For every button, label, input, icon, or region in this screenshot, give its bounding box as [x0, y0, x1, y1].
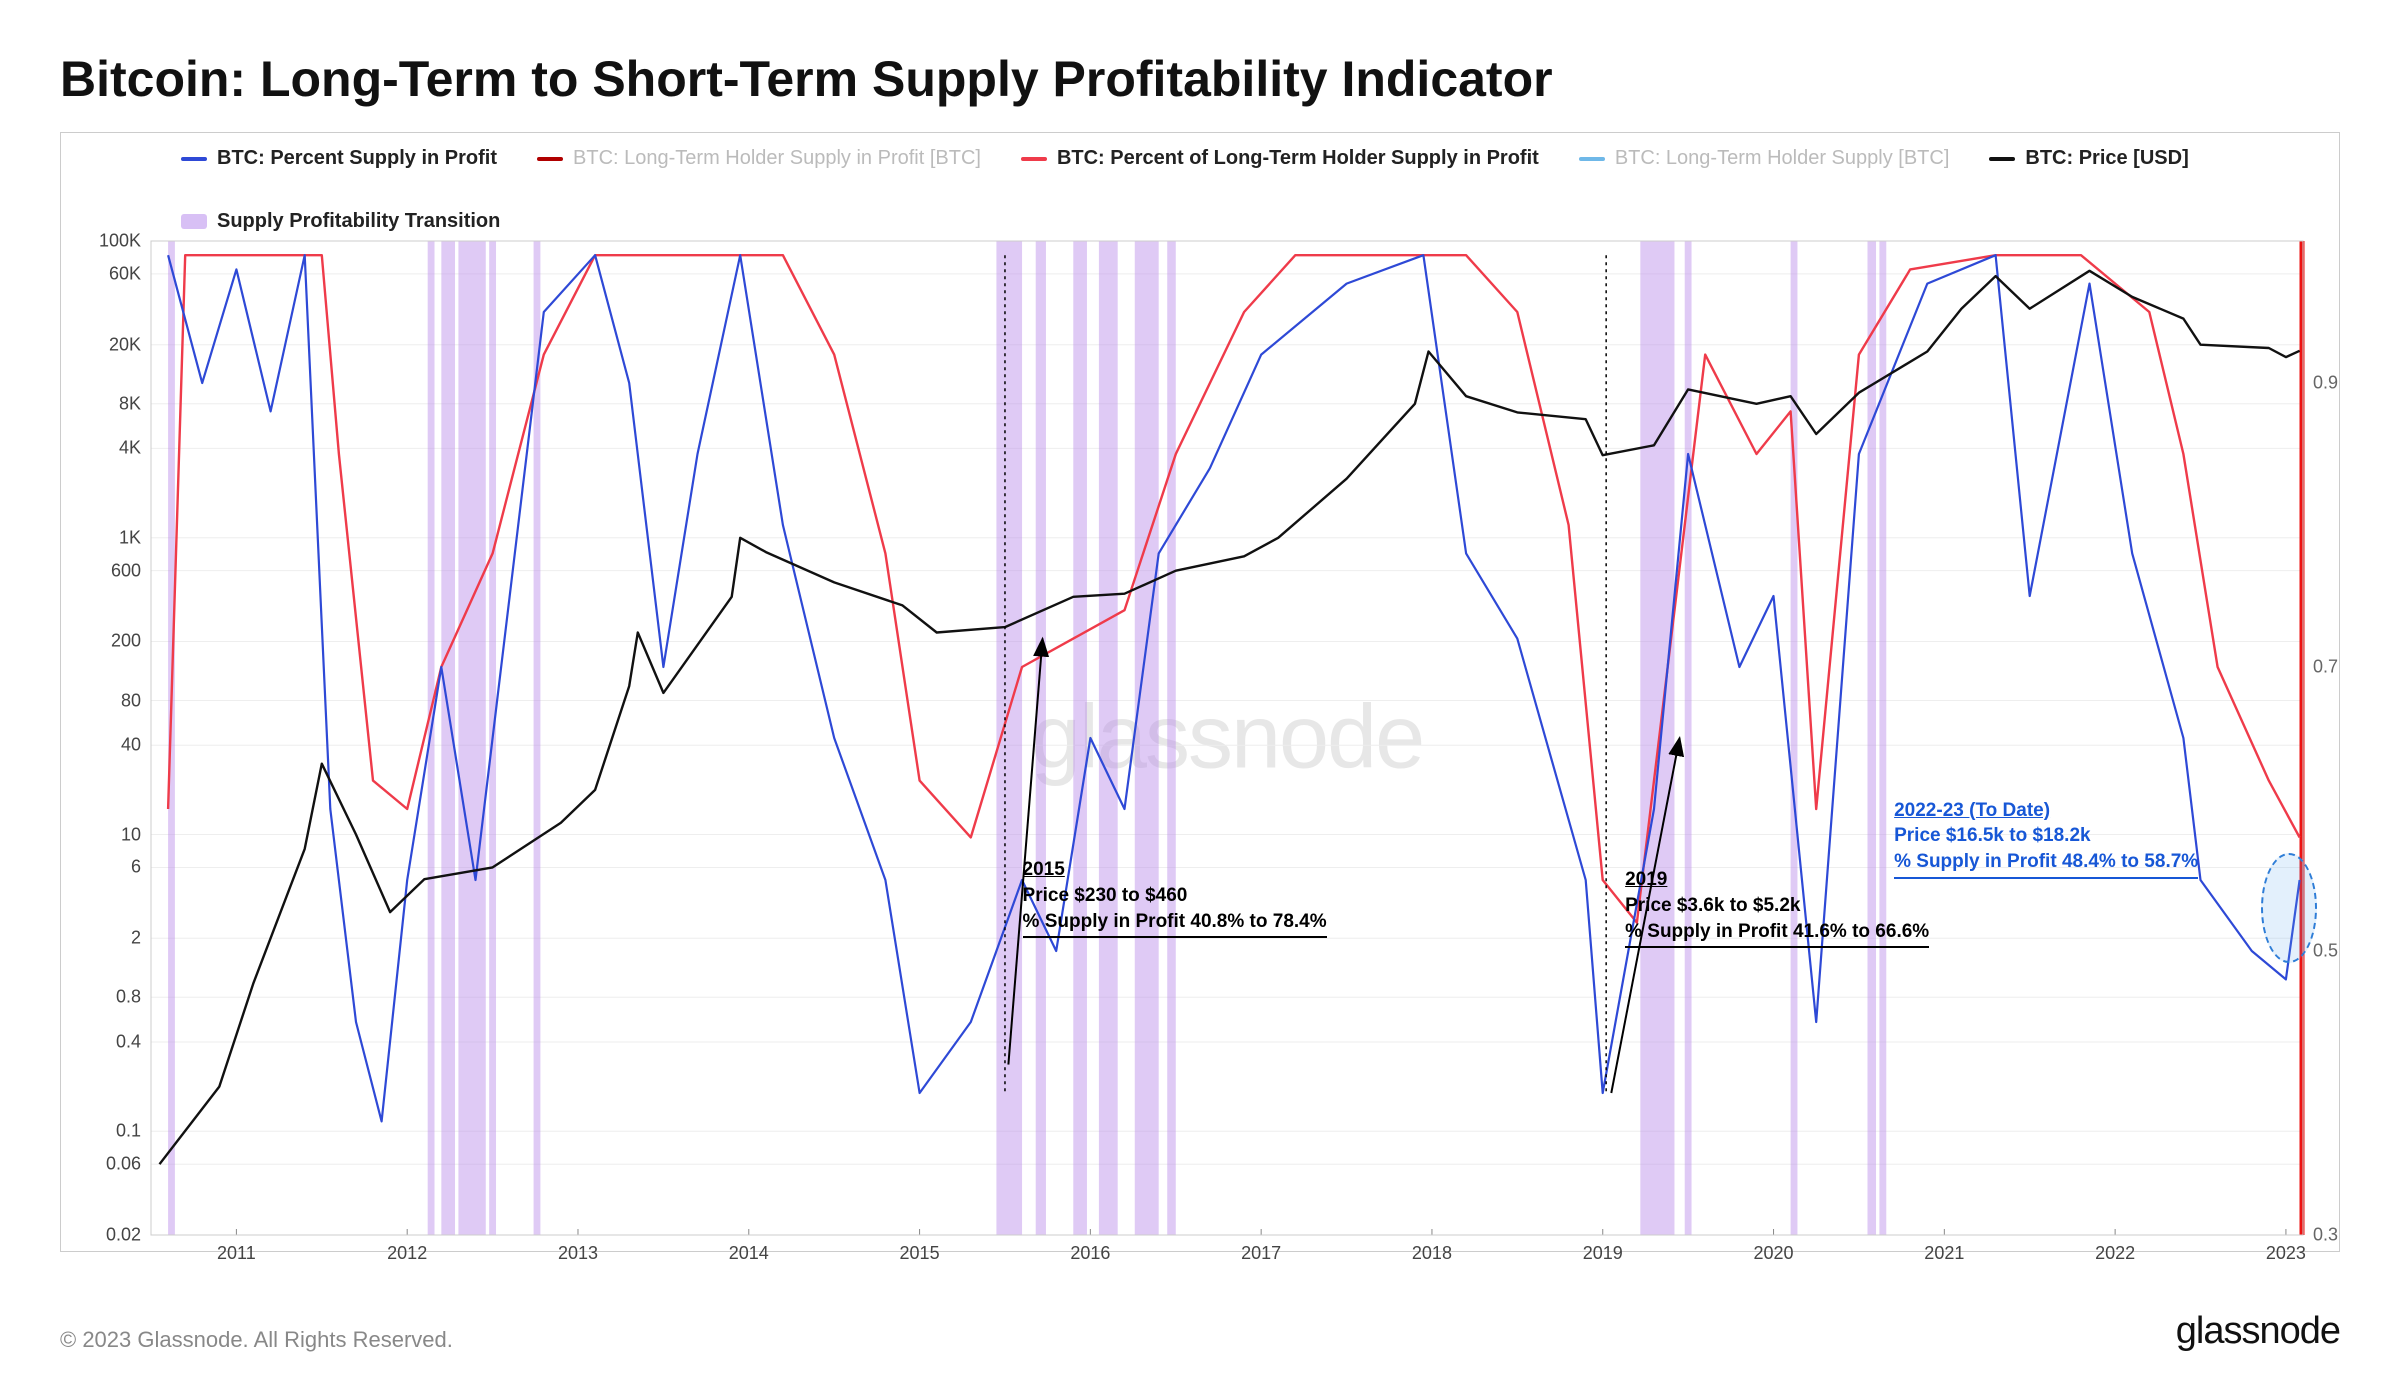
x-tick: 2021 — [1924, 1243, 1964, 1264]
legend-label: BTC: Long-Term Holder Supply [BTC] — [1615, 147, 1950, 170]
x-tick: 2022 — [2095, 1243, 2135, 1264]
legend-swatch — [1579, 157, 1605, 161]
y-left-tick: 1K — [119, 527, 141, 548]
x-tick: 2023 — [2266, 1243, 2306, 1264]
y-left-tick: 100K — [99, 231, 141, 252]
legend-item[interactable]: BTC: Price [USD] — [1989, 147, 2188, 170]
y-left-tick: 6 — [131, 857, 141, 878]
y-left-tick: 4K — [119, 438, 141, 459]
y-right-tick: 0.9 — [2313, 373, 2338, 394]
legend-label: BTC: Percent Supply in Profit — [217, 147, 497, 170]
y-left-tick: 2 — [131, 928, 141, 949]
chart-frame: BTC: Percent Supply in Profit BTC: Long-T… — [60, 132, 2340, 1252]
y-left-tick: 0.4 — [116, 1031, 141, 1052]
x-tick: 2011 — [217, 1243, 256, 1264]
current-marker — [2261, 853, 2317, 963]
y-right-tick: 0.7 — [2313, 657, 2338, 678]
legend-swatch — [537, 157, 563, 161]
legend-item[interactable]: BTC: Percent Supply in Profit — [181, 147, 497, 170]
legend-swatch — [1021, 157, 1047, 161]
y-left-tick: 20K — [109, 334, 141, 355]
x-tick: 2019 — [1583, 1243, 1623, 1264]
plot-area: glassnode 100K60K20K8K4K1K60020080401062… — [151, 241, 2303, 1235]
y-left-tick: 40 — [121, 735, 141, 756]
y-left-tick: 10 — [121, 824, 141, 845]
legend-item[interactable]: BTC: Percent of Long-Term Holder Supply … — [1021, 147, 1539, 170]
legend-item[interactable]: Supply Profitability Transition — [181, 210, 500, 233]
legend-item[interactable]: BTC: Long-Term Holder Supply [BTC] — [1579, 147, 1950, 170]
y-left-tick: 600 — [111, 560, 141, 581]
x-tick: 2015 — [900, 1243, 940, 1264]
y-left-tick: 8K — [119, 393, 141, 414]
y-right-tick: 0.3 — [2313, 1225, 2338, 1246]
y-left-tick: 0.1 — [116, 1121, 141, 1142]
legend-item[interactable]: BTC: Long-Term Holder Supply in Profit [… — [537, 147, 981, 170]
plot-svg — [151, 241, 2303, 1235]
y-right-tick: 0.5 — [2313, 941, 2338, 962]
legend-label: Supply Profitability Transition — [217, 210, 500, 233]
legend-label: BTC: Long-Term Holder Supply in Profit [… — [573, 147, 981, 170]
y-left-tick: 200 — [111, 631, 141, 652]
x-tick: 2020 — [1754, 1243, 1794, 1264]
legend-swatch — [1989, 157, 2015, 161]
y-left-tick: 0.06 — [106, 1154, 141, 1175]
y-left-tick: 80 — [121, 690, 141, 711]
legend-swatch — [181, 214, 207, 229]
x-tick: 2013 — [558, 1243, 598, 1264]
chart-title: Bitcoin: Long-Term to Short-Term Supply … — [60, 50, 2340, 108]
legend-label: BTC: Price [USD] — [2025, 147, 2188, 170]
x-tick: 2017 — [1241, 1243, 1281, 1264]
x-tick: 2014 — [729, 1243, 769, 1264]
copyright: © 2023 Glassnode. All Rights Reserved. — [60, 1327, 453, 1353]
footer: © 2023 Glassnode. All Rights Reserved. g… — [60, 1310, 2340, 1353]
x-tick: 2018 — [1412, 1243, 1452, 1264]
x-tick: 2012 — [387, 1243, 427, 1264]
y-left-tick: 0.8 — [116, 987, 141, 1008]
y-left-tick: 0.02 — [106, 1225, 141, 1246]
legend-label: BTC: Percent of Long-Term Holder Supply … — [1057, 147, 1539, 170]
legend-swatch — [181, 157, 207, 161]
legend: BTC: Percent Supply in Profit BTC: Long-T… — [151, 147, 2303, 233]
brand-logo: glassnode — [2176, 1310, 2340, 1353]
y-left-tick: 60K — [109, 263, 141, 284]
x-tick: 2016 — [1070, 1243, 1110, 1264]
